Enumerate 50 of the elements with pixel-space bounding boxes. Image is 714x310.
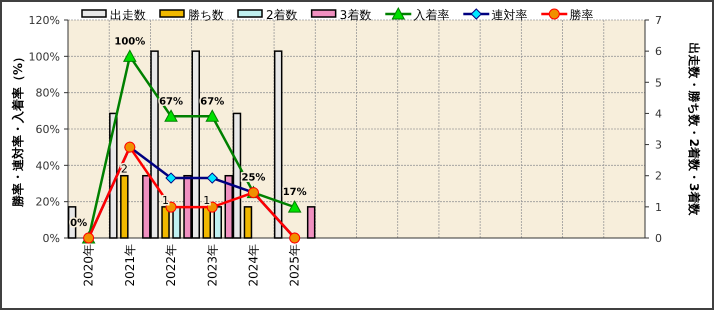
- legend-label: 出走数: [110, 8, 146, 22]
- point: [288, 200, 302, 213]
- x-tick-label: 2022年: [164, 244, 178, 287]
- y-tick-label: 40%: [36, 159, 60, 172]
- x-tick-label: 2025年: [288, 244, 302, 287]
- y2-tick-label: 7: [655, 14, 662, 27]
- bar: [161, 206, 170, 239]
- point: [123, 50, 136, 62]
- point: [166, 172, 177, 184]
- legend-label: 勝率: [569, 8, 594, 22]
- bar: [202, 206, 211, 239]
- legend-label: 3着数: [340, 8, 372, 22]
- y2-tick-label: 2: [655, 170, 662, 183]
- data-label: 100%: [114, 36, 146, 48]
- x-tick-label: 2023年: [205, 244, 220, 287]
- bar: [306, 206, 316, 239]
- data-label: 17%: [282, 187, 307, 198]
- point: [164, 110, 178, 122]
- bar: [244, 206, 252, 239]
- legend-label: 連対率: [491, 8, 528, 22]
- y2-tick-label: 5: [655, 76, 662, 90]
- legend-label: 勝ち数: [188, 8, 224, 22]
- x-tick-label: 2020年: [82, 244, 96, 287]
- y2-tick-label: 3: [655, 138, 662, 152]
- bar: [120, 174, 129, 239]
- x-tick-label: 2024年: [246, 244, 260, 287]
- y-axis-title: 勝率・連対率・入着率（%）: [11, 50, 25, 208]
- data-label: 1: [162, 194, 170, 207]
- point: [206, 110, 219, 122]
- y2-tick-label: 1: [655, 200, 662, 214]
- bar: [172, 206, 181, 239]
- x-tick-label: 2021年: [122, 244, 137, 287]
- legend-label: 入着率: [413, 8, 450, 22]
- y2-tick-label: 4: [655, 107, 662, 120]
- data-label: 1: [203, 194, 210, 207]
- y-tick-label: 60%: [36, 123, 60, 136]
- legend-label: 2着数: [266, 8, 298, 22]
- y-tick-label: 0%: [42, 232, 60, 245]
- bar: [274, 50, 282, 239]
- y-tick-label: 120%: [28, 14, 60, 27]
- y2-axis-title: 出走数・勝ち数・2着数・3着数: [687, 42, 701, 216]
- bar: [214, 206, 222, 239]
- y-tick-label: 100%: [28, 50, 60, 64]
- y-tick-label: 20%: [36, 196, 60, 209]
- data-label: 67%: [200, 96, 224, 108]
- y2-tick-label: 0: [655, 232, 662, 245]
- y-tick-label: 80%: [36, 86, 60, 100]
- point: [206, 172, 218, 184]
- y2-tick-label: 6: [655, 45, 662, 58]
- data-label: 2: [120, 162, 128, 176]
